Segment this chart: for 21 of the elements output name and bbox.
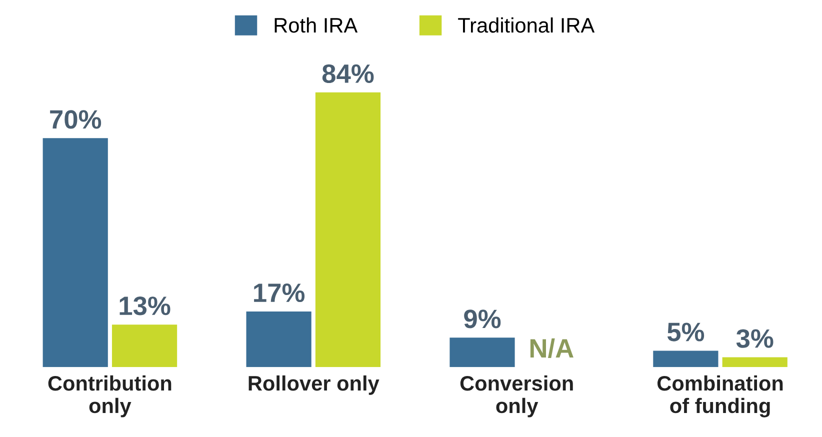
data-label: 17% xyxy=(254,283,305,302)
bar xyxy=(112,324,178,368)
bar xyxy=(246,311,312,368)
x-tick-label: Combination of funding xyxy=(657,375,783,418)
x-tick-label: Conversion only xyxy=(460,375,573,418)
text: N/A xyxy=(530,338,574,358)
bar xyxy=(722,357,788,368)
data-label: 13% xyxy=(120,296,170,316)
bar xyxy=(450,338,515,368)
bar xyxy=(315,92,381,368)
data-label: 9% xyxy=(464,310,501,328)
x-tick-label: Rollover only xyxy=(248,375,380,395)
legend-label: Traditional IRA xyxy=(458,17,595,33)
data-label: 5% xyxy=(667,322,704,342)
data-label: 3% xyxy=(736,329,774,348)
legend-label: Roth IRA xyxy=(274,17,358,33)
bar xyxy=(653,350,718,368)
x-tick-label: Contribution only xyxy=(48,375,172,418)
data-label: 70% xyxy=(50,110,102,129)
data-label: 84% xyxy=(322,64,374,84)
bar xyxy=(42,138,108,368)
